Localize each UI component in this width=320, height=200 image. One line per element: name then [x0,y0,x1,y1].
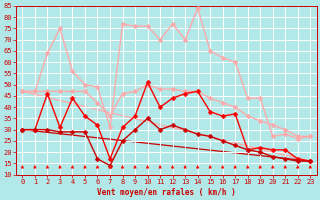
X-axis label: Vent moyen/en rafales ( km/h ): Vent moyen/en rafales ( km/h ) [97,188,236,197]
